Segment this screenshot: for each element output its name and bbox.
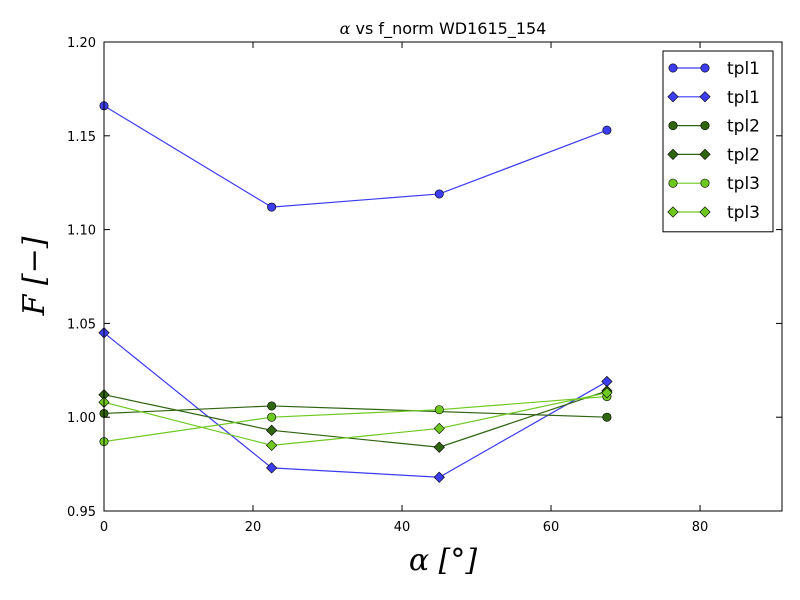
y-axis-label: F [−] [17, 236, 52, 316]
series-line [103, 392, 608, 446]
chart-title-suffix: vs f_norm WD1615_154 [350, 19, 546, 39]
x-axis-label: α [°] [409, 543, 477, 578]
legend-marker [667, 206, 679, 218]
legend-marker [700, 121, 710, 131]
axis-ticks: 0 20 40 60 80 0.95 1.00 1.05 1.10 1.15 1.20 [67, 36, 782, 535]
chart-title: α vs f_norm WD1615_154 [340, 19, 547, 39]
y-tick-label: 1.00 [67, 411, 96, 426]
legend-marker [700, 63, 710, 73]
legend-marker [667, 148, 679, 161]
x-tick-label: 60 [543, 520, 560, 535]
legend-marker [668, 121, 678, 131]
legend-item: tpl1 [667, 88, 760, 108]
data-point [433, 441, 445, 453]
series-tpl2-circle [99, 401, 612, 422]
axes-frame [103, 41, 783, 512]
data-point [267, 412, 277, 422]
data-point [601, 375, 613, 388]
y-tick-label: 1.15 [67, 130, 96, 145]
series-tpl3-circle [99, 392, 612, 447]
series-line [103, 105, 608, 208]
data-point [266, 439, 278, 451]
series-line [103, 390, 608, 448]
legend-label: tpl2 [727, 117, 760, 137]
legend-label: tpl1 [727, 88, 760, 108]
y-tick-label: 1.10 [67, 224, 96, 239]
data-point [602, 125, 612, 135]
legend-item: tpl2 [668, 117, 760, 137]
legend-marker [667, 91, 679, 103]
legend-box [662, 50, 774, 233]
series-tpl1-diamond [98, 327, 613, 483]
legend-item: tpl2 [667, 145, 760, 165]
y-tick-label: 1.05 [67, 317, 96, 332]
data-point [434, 405, 444, 415]
data-point [267, 401, 277, 411]
legend-label: tpl2 [727, 145, 760, 165]
legend-label: tpl3 [727, 203, 760, 223]
data-point [433, 471, 445, 483]
series-line [103, 332, 608, 478]
legend-label: tpl1 [727, 59, 760, 79]
data-point [602, 412, 612, 422]
legend-item: tpl1 [668, 59, 760, 79]
legend-marker [699, 206, 711, 218]
series-line [103, 395, 607, 443]
x-tick-label: 0 [100, 520, 108, 535]
data-point [266, 424, 278, 436]
legend-item: tpl3 [667, 203, 760, 223]
series-line [103, 405, 607, 418]
legend-marker [668, 178, 678, 188]
data-point [266, 462, 278, 474]
data-point [433, 422, 445, 435]
legend-marker [699, 148, 711, 161]
legend-marker [668, 63, 678, 73]
legend-item: tpl3 [668, 174, 760, 194]
data-point [434, 189, 444, 199]
legend-marker [700, 178, 710, 188]
series-tpl3-diamond [98, 387, 613, 451]
plot-area [98, 101, 613, 483]
data-point [601, 387, 613, 399]
y-tick-label: 1.20 [67, 36, 96, 51]
legend: tpl1 tpl1 tpl2 tpl2 tpl3 tpl3 [662, 50, 774, 233]
series-tpl2-diamond [98, 385, 613, 453]
data-point [267, 202, 277, 212]
x-tick-label: 80 [692, 520, 709, 535]
x-tick-label: 20 [245, 520, 262, 535]
chart-title-prefix: α [340, 19, 351, 38]
y-tick-label: 0.95 [67, 505, 96, 520]
legend-label: tpl3 [727, 174, 760, 194]
series-tpl1-circle [99, 101, 612, 212]
legend-marker [699, 91, 711, 103]
x-tick-label: 40 [394, 520, 411, 535]
